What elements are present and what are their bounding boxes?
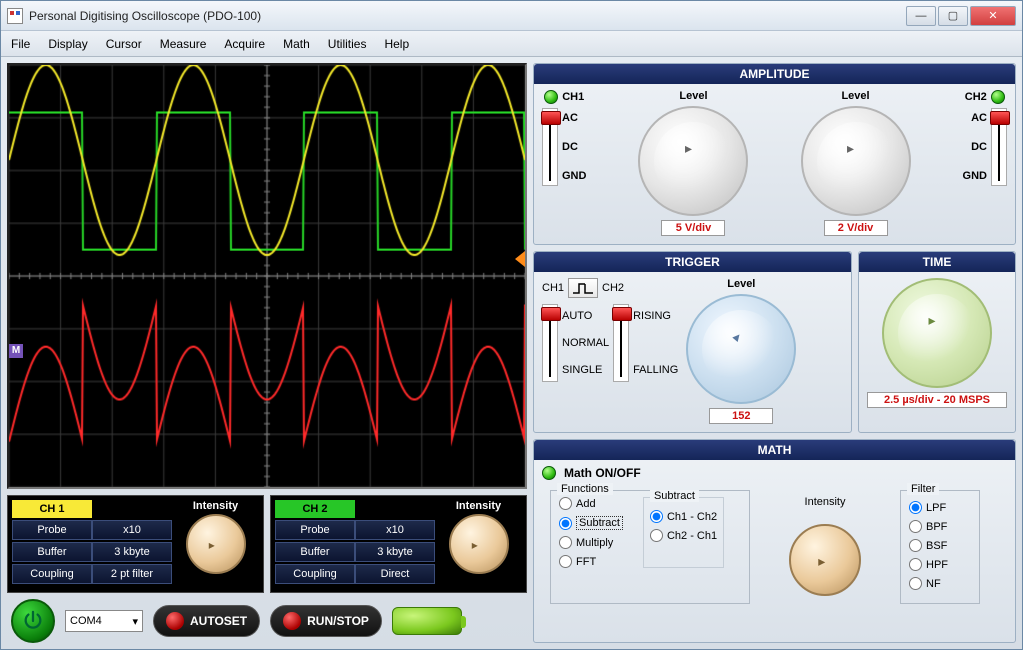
ch1-coupling-button[interactable]: Coupling: [12, 564, 92, 584]
trig-source-toggle[interactable]: [568, 278, 598, 298]
math-filter-group: Filter LPFBPFBSFHPFNF: [900, 490, 980, 604]
ch2-vdiv-readout: 2 V/div: [824, 220, 888, 236]
ch2-buffer-button[interactable]: Buffer: [275, 542, 355, 562]
ch1-level-label: Level: [679, 90, 707, 102]
math-filter-hpf[interactable]: HPF: [909, 558, 971, 571]
math-func-multiply[interactable]: Multiply: [559, 536, 623, 549]
ch2-coupling-slider[interactable]: [991, 108, 1007, 186]
app-window: Personal Digitising Oscilloscope (PDO-10…: [0, 0, 1023, 650]
ch2-level-knob[interactable]: ▸: [801, 106, 911, 216]
ch2-coupling-value[interactable]: Direct: [355, 564, 435, 584]
ch2-coupling-labels: AC DC GND: [963, 108, 987, 186]
trig-level-label: Level: [727, 278, 755, 290]
ch1-panel: CH 1 Probe Buffer Coupling x10 3 kbyte 2…: [7, 495, 264, 593]
trig-src-ch2-label: CH2: [602, 282, 624, 294]
power-icon: [22, 610, 44, 632]
ch1-coupling-slider[interactable]: [542, 108, 558, 186]
com-port-select[interactable]: COM4▾: [65, 610, 143, 632]
time-panel: TIME ▸ 2.5 µs/div - 20 MSPS: [858, 251, 1016, 433]
ch1-label: CH1: [562, 91, 584, 103]
ch2-buffer-value[interactable]: 3 kbyte: [355, 542, 435, 562]
math-intensity-group: Intensity: [770, 490, 880, 604]
ch1-buffer-button[interactable]: Buffer: [12, 542, 92, 562]
runstop-led-icon: [283, 612, 301, 630]
autoset-led-icon: [166, 612, 184, 630]
menu-utilities[interactable]: Utilities: [328, 37, 367, 51]
menu-help[interactable]: Help: [384, 37, 409, 51]
maximize-button[interactable]: ▢: [938, 6, 968, 26]
ch1-coupling-value[interactable]: 2 pt filter: [92, 564, 172, 584]
power-button[interactable]: [11, 599, 55, 643]
math-title: MATH: [534, 440, 1015, 460]
math-onoff-label: Math ON/OFF: [564, 466, 641, 480]
ch2-coupling-button[interactable]: Coupling: [275, 564, 355, 584]
ch1-intensity-knob[interactable]: [186, 514, 246, 574]
trig-slope-slider[interactable]: [613, 304, 629, 382]
trigger-level-marker[interactable]: [515, 251, 525, 267]
math-subtract-group: Subtract Ch1 - Ch2Ch2 - Ch1: [643, 497, 724, 568]
ch2-enable-led[interactable]: [991, 90, 1005, 104]
ch2-probe-value[interactable]: x10: [355, 520, 435, 540]
math-offset-marker[interactable]: M: [9, 344, 23, 358]
trigger-panel: TRIGGER CH1 CH2 AUTO: [533, 251, 852, 433]
amplitude-title: AMPLITUDE: [534, 64, 1015, 84]
ch1-intensity-label: Intensity: [193, 500, 238, 512]
ch1-level-knob[interactable]: ▸: [638, 106, 748, 216]
ch1-coupling-labels: AC DC GND: [562, 108, 586, 186]
math-panel: MATH Math ON/OFF Functions AddSubtractMu…: [533, 439, 1016, 643]
ch2-header: CH 2: [275, 500, 355, 518]
math-func-fft[interactable]: FFT: [559, 555, 623, 568]
battery-indicator: [392, 607, 462, 635]
trigger-level-knob[interactable]: ▸: [686, 294, 796, 404]
ch2-intensity-label: Intensity: [456, 500, 501, 512]
scope-display: M: [7, 63, 527, 489]
math-filter-bsf[interactable]: BSF: [909, 539, 971, 552]
math-func-subtract[interactable]: Subtract: [559, 516, 623, 530]
trig-src-ch1-label: CH1: [542, 282, 564, 294]
ch1-vdiv-readout: 5 V/div: [661, 220, 725, 236]
ch2-panel: CH 2 Probe Buffer Coupling x10 3 kbyte D…: [270, 495, 527, 593]
math-func-add[interactable]: Add: [559, 497, 623, 510]
autoset-button[interactable]: AUTOSET: [153, 605, 260, 637]
menu-cursor[interactable]: Cursor: [106, 37, 142, 51]
trig-mode-slider[interactable]: [542, 304, 558, 382]
math-intensity-knob[interactable]: [789, 524, 861, 596]
timebase-knob[interactable]: ▸: [882, 278, 992, 388]
app-icon: [7, 8, 23, 24]
trig-mode-labels: AUTO NORMAL SINGLE: [562, 304, 609, 382]
menu-file[interactable]: File: [11, 37, 30, 51]
math-filter-lpf[interactable]: LPF: [909, 501, 971, 514]
ch1-probe-button[interactable]: Probe: [12, 520, 92, 540]
close-button[interactable]: ✕: [970, 6, 1016, 26]
amplitude-panel: AMPLITUDE CH1 AC DC GND: [533, 63, 1016, 245]
math-onoff-led[interactable]: [542, 466, 556, 480]
ch2-probe-button[interactable]: Probe: [275, 520, 355, 540]
time-title: TIME: [859, 252, 1015, 272]
ch1-header: CH 1: [12, 500, 92, 518]
menu-display[interactable]: Display: [48, 37, 87, 51]
window-title: Personal Digitising Oscilloscope (PDO-10…: [29, 9, 906, 23]
ch2-label: CH2: [965, 91, 987, 103]
runstop-button[interactable]: RUN/STOP: [270, 605, 382, 637]
ch2-level-label: Level: [841, 90, 869, 102]
minimize-button[interactable]: ―: [906, 6, 936, 26]
timebase-readout: 2.5 µs/div - 20 MSPS: [867, 392, 1007, 408]
trigger-title: TRIGGER: [534, 252, 851, 272]
menu-math[interactable]: Math: [283, 37, 310, 51]
ch2-intensity-knob[interactable]: [449, 514, 509, 574]
ch1-probe-value[interactable]: x10: [92, 520, 172, 540]
titlebar: Personal Digitising Oscilloscope (PDO-10…: [1, 1, 1022, 31]
menu-acquire[interactable]: Acquire: [224, 37, 265, 51]
math-sub-ch1-ch2[interactable]: Ch1 - Ch2: [650, 510, 717, 523]
trig-slope-labels: RISING FALLING: [633, 304, 678, 382]
math-filter-nf[interactable]: NF: [909, 577, 971, 590]
ch1-buffer-value[interactable]: 3 kbyte: [92, 542, 172, 562]
math-sub-ch2-ch1[interactable]: Ch2 - Ch1: [650, 529, 717, 542]
math-functions-group: Functions AddSubtractMultiplyFFT Subtrac…: [550, 490, 750, 604]
trigger-readout: 152: [709, 408, 773, 424]
ch1-enable-led[interactable]: [544, 90, 558, 104]
menubar: File Display Cursor Measure Acquire Math Utili…: [1, 31, 1022, 57]
menu-measure[interactable]: Measure: [160, 37, 207, 51]
math-filter-bpf[interactable]: BPF: [909, 520, 971, 533]
